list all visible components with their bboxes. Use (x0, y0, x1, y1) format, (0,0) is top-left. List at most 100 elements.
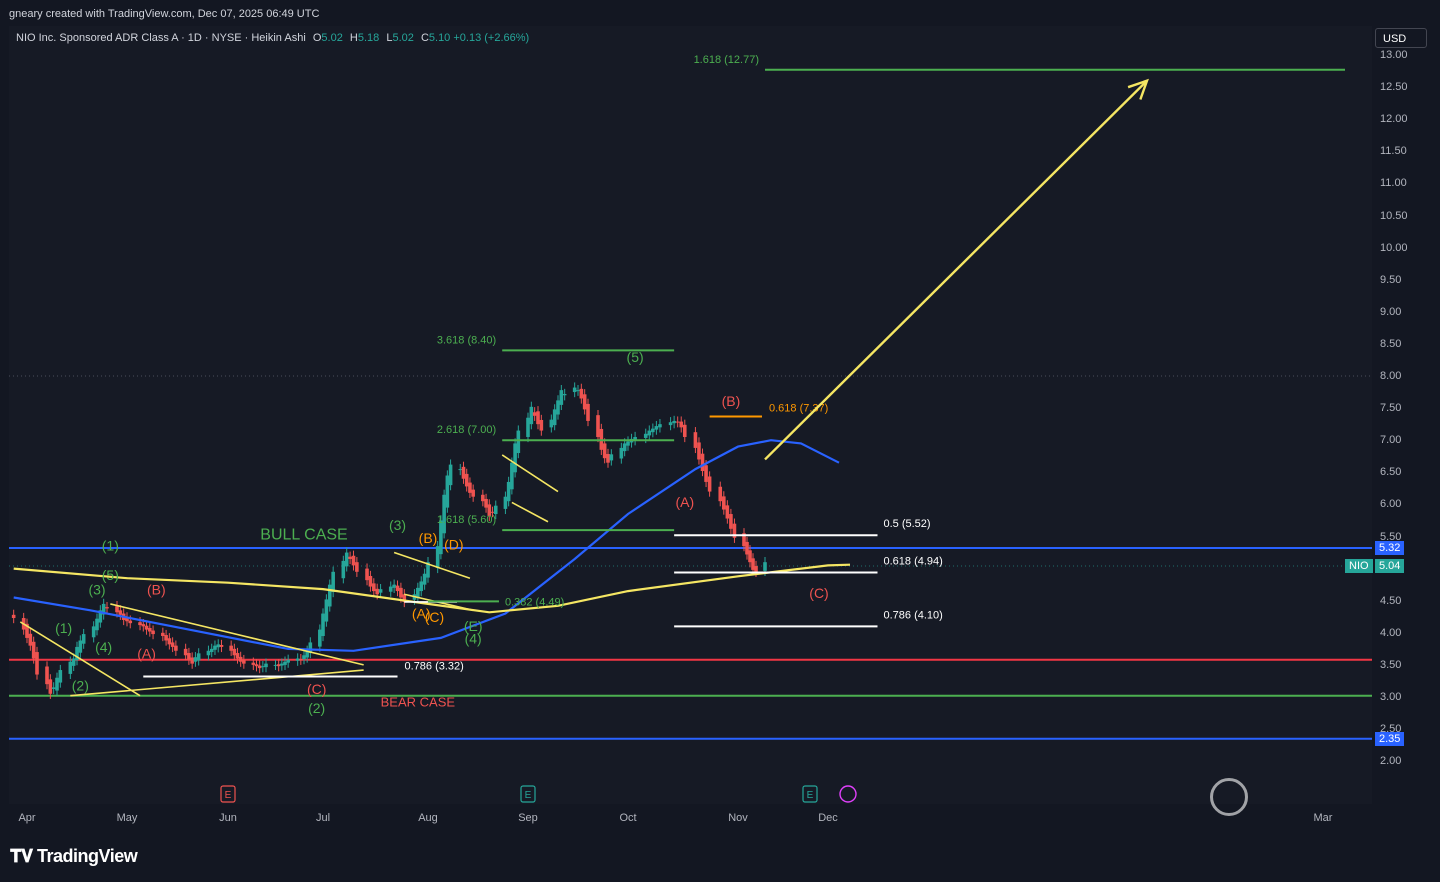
wave-label: (E) (464, 618, 483, 634)
price-tick-label: 12.00 (1380, 113, 1408, 126)
trendline (70, 669, 364, 697)
fib-level-label: 0.5 (5.52) (884, 518, 931, 530)
price-value-badge: 2.35 (1375, 731, 1405, 746)
candle-body (572, 387, 577, 393)
candle-body (144, 625, 149, 630)
candle-body (51, 687, 56, 689)
earnings-marker-letter: E (807, 790, 814, 801)
time-tick-label: May (116, 812, 138, 824)
price-tick-label: 7.50 (1380, 402, 1402, 415)
moving-average-line (13, 439, 840, 652)
fib-level-label: 3.618 (8.40) (437, 334, 496, 346)
candle-body (209, 648, 214, 653)
candle-body (619, 447, 624, 459)
candle-body (643, 433, 648, 438)
candle-body (45, 666, 49, 685)
price-value-badge: 5.32 (1375, 541, 1405, 556)
candle-body (458, 469, 463, 471)
candle-body (81, 634, 86, 644)
candle-body (254, 664, 259, 667)
wave-label: (C) (809, 585, 828, 601)
candle-body (308, 642, 313, 654)
wave-label: (1) (55, 620, 72, 636)
candle-body (439, 520, 443, 555)
time-tick-label: Jul (315, 812, 331, 824)
candle-body (633, 436, 637, 441)
candle-body (549, 419, 554, 428)
price-tick-label: 9.00 (1380, 305, 1402, 318)
candle-body (442, 494, 446, 534)
candle-body (422, 573, 427, 585)
price-tick-label: 8.00 (1380, 370, 1402, 382)
time-tick-label: Sep (518, 812, 538, 824)
candle-body (529, 406, 534, 425)
price-tick-label: 13.00 (1380, 49, 1408, 61)
wave-label: (A) (675, 494, 694, 510)
candle-body (562, 393, 567, 396)
candle-body (552, 409, 557, 426)
price-tick-label: 6.00 (1380, 498, 1402, 511)
candle-body (48, 679, 53, 694)
top-bar: gneary created with TradingView.com, Dec… (0, 0, 1440, 26)
projection-arrow-head (1127, 78, 1149, 100)
dividend-marker-icon (839, 785, 857, 803)
price-tick-label: 4.00 (1380, 626, 1402, 639)
currency-button[interactable]: USD (1375, 28, 1427, 48)
candle-body (402, 594, 407, 602)
candle-body (105, 607, 109, 609)
candle-body (327, 584, 332, 607)
candle-body (513, 443, 517, 473)
candle-body (264, 663, 268, 668)
wave-label: (2) (308, 700, 325, 716)
wave-label: (4) (465, 631, 482, 647)
trendline (393, 551, 471, 579)
candle-body (751, 558, 755, 570)
candle-body (321, 613, 325, 637)
candle-body (98, 610, 103, 623)
candle-body (31, 641, 36, 659)
candle-body (416, 587, 420, 599)
candle-body (229, 645, 233, 651)
candle-body (299, 659, 303, 661)
earnings-marker-icon (802, 785, 818, 803)
candle-body (742, 533, 746, 547)
candle-body (654, 426, 659, 430)
price-tick-label: 10.00 (1380, 241, 1408, 254)
candle-body (426, 562, 430, 578)
chart-plot-area[interactable] (9, 26, 1372, 804)
earnings-marker-letter: E (525, 790, 532, 801)
symbol-legend: NIO Inc. Sponsored ADR Class A · 1D · NY… (16, 32, 529, 44)
fib-level-label: 1.618 (12.77) (694, 54, 759, 66)
candle-body (471, 489, 475, 497)
candle-body (668, 422, 673, 426)
price-tick-label: 10.50 (1380, 209, 1408, 222)
symbol-badge: NIO (1345, 559, 1373, 574)
price-axis[interactable]: 13.00 12.50 12.00 11.50 11.00 10.50 10.00 9.50 9… (1345, 26, 1440, 816)
tradingview-logo[interactable]: 𝐓𝐕 TradingView (10, 846, 138, 867)
candle-body (295, 658, 300, 661)
candle-body (602, 443, 607, 459)
trendline (19, 621, 141, 697)
wave-label: (B) (419, 530, 438, 546)
symbol-description: NIO Inc. Sponsored ADR Class A · 1D · NY… (16, 32, 306, 44)
candle-body (510, 462, 514, 490)
candle-body (725, 505, 730, 519)
time-axis[interactable]: Apr May Jun Jul Aug Sep Oct Nov Dec Mar (9, 804, 1372, 828)
price-tick-label: 2.00 (1380, 755, 1402, 768)
candle-body (151, 630, 155, 635)
candle-body (78, 640, 83, 653)
candle-body (91, 626, 96, 638)
candle-body (196, 653, 201, 661)
candle-body (576, 390, 580, 392)
candle-body (164, 635, 168, 641)
price-tick-label: 11.50 (1380, 145, 1407, 158)
time-tick-label: Oct (619, 812, 637, 824)
candle-body (493, 505, 498, 515)
candle-body (672, 420, 676, 424)
change-value: +0.13 (+2.66%) (453, 32, 530, 44)
fib-level-label: 0.786 (3.32) (405, 660, 464, 672)
candle-body (238, 656, 243, 662)
time-tick-label: Dec (818, 812, 838, 824)
wave-label: (A) (412, 606, 431, 622)
